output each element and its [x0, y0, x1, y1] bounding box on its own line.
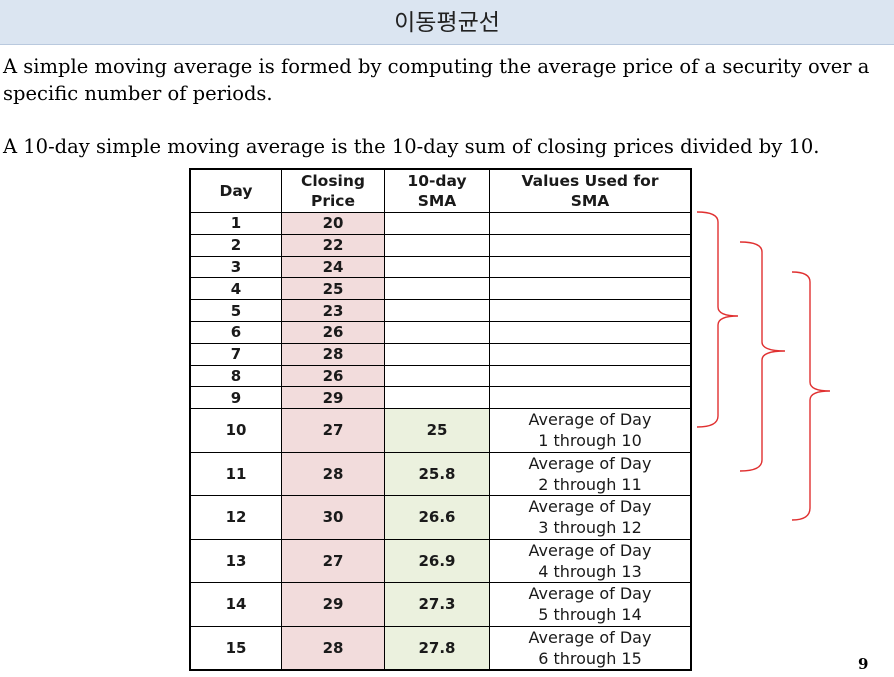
cell-sma: [384, 320, 490, 344]
cell-sma: [384, 386, 490, 410]
cell-sma: [384, 277, 490, 301]
table-row: 10 27 25 Average of Day 1 through 10: [189, 408, 692, 453]
cell-day: 15: [189, 625, 282, 671]
cell-day: 14: [189, 582, 282, 627]
cell-price: 28: [281, 342, 385, 366]
cell-day: 10: [189, 408, 282, 453]
cell-day: 3: [189, 255, 282, 279]
table-row: 11 28 25.8 Average of Day 2 through 11: [189, 451, 692, 497]
bracket-days-2-11: [739, 241, 786, 472]
cell-day: 6: [189, 320, 282, 344]
bracket-days-3-12: [791, 271, 831, 521]
cell-values: [489, 277, 692, 301]
cell-price: 24: [281, 255, 385, 279]
cell-day: 7: [189, 342, 282, 366]
cell-price: 20: [281, 212, 385, 235]
cell-price: 25: [281, 277, 385, 301]
table-row: 8 26: [189, 364, 692, 388]
cell-values: Average of Day 3 through 12: [489, 495, 692, 540]
cell-values: Average of Day 1 through 10: [489, 408, 692, 453]
cell-values: [489, 342, 692, 366]
table-header-row: Day Closing Price 10-day SMA Values Used…: [189, 168, 692, 213]
cell-sma: [384, 364, 490, 388]
cell-sma: [384, 342, 490, 366]
table-row: 1 20: [189, 212, 692, 235]
cell-sma: [384, 255, 490, 279]
cell-price: 26: [281, 320, 385, 344]
cell-day: 8: [189, 364, 282, 388]
cell-day: 12: [189, 495, 282, 540]
cell-values: Average of Day 2 through 11: [489, 451, 692, 497]
cell-price: 27: [281, 408, 385, 453]
cell-sma: [384, 212, 490, 235]
intro-paragraph: A simple moving average is formed by com…: [3, 55, 870, 105]
cell-price: 29: [281, 582, 385, 627]
cell-price: 29: [281, 386, 385, 410]
cell-day: 13: [189, 538, 282, 584]
cell-values: [489, 299, 692, 322]
cell-values: [489, 212, 692, 235]
cell-price: 22: [281, 233, 385, 257]
cell-sma: 25.8: [384, 451, 490, 497]
cell-price: 23: [281, 299, 385, 322]
cell-values: Average of Day 5 through 14: [489, 582, 692, 627]
cell-sma: [384, 299, 490, 322]
cell-sma: 26.9: [384, 538, 490, 584]
cell-values: [489, 320, 692, 344]
cell-values: Average of Day 6 through 15: [489, 625, 692, 671]
header-day: Day: [189, 168, 282, 213]
cell-day: 9: [189, 386, 282, 410]
slide-title: 이동평균선: [0, 0, 894, 45]
bracket-days-1-10: [696, 211, 739, 428]
table-row: 2 22: [189, 233, 692, 257]
cell-sma: 26.6: [384, 495, 490, 540]
cell-values: Average of Day 4 through 13: [489, 538, 692, 584]
header-sma: 10-day SMA: [384, 168, 490, 213]
table-row: 15 28 27.8 Average of Day 6 through 15: [189, 625, 692, 671]
cell-price: 28: [281, 451, 385, 497]
cell-values: [489, 364, 692, 388]
cell-sma: 25: [384, 408, 490, 453]
cell-price: 30: [281, 495, 385, 540]
cell-sma: 27.8: [384, 625, 490, 671]
cell-day: 2: [189, 233, 282, 257]
cell-price: 27: [281, 538, 385, 584]
cell-day: 1: [189, 212, 282, 235]
table-row: 14 29 27.3 Average of Day 5 through 14: [189, 582, 692, 627]
table-row: 13 27 26.9 Average of Day 4 through 13: [189, 538, 692, 584]
cell-values: [489, 233, 692, 257]
cell-price: 26: [281, 364, 385, 388]
cell-values: [489, 255, 692, 279]
table-row: 6 26: [189, 320, 692, 344]
table-row: 4 25: [189, 277, 692, 301]
page-number: 9: [858, 655, 869, 673]
cell-day: 5: [189, 299, 282, 322]
table-row: 7 28: [189, 342, 692, 366]
cell-day: 11: [189, 451, 282, 497]
sma-table: Day Closing Price 10-day SMA Values Used…: [189, 168, 692, 672]
cell-price: 28: [281, 625, 385, 671]
header-closing-price: Closing Price: [281, 168, 385, 213]
header-values-used: Values Used for SMA: [489, 168, 692, 213]
table-row: 3 24: [189, 255, 692, 279]
table-row: 9 29: [189, 386, 692, 410]
cell-sma: 27.3: [384, 582, 490, 627]
sma-definition-paragraph: A 10-day simple moving average is the 10…: [3, 135, 820, 158]
cell-values: [489, 386, 692, 410]
cell-sma: [384, 233, 490, 257]
table-row: 5 23: [189, 299, 692, 322]
table-row: 12 30 26.6 Average of Day 3 through 12: [189, 495, 692, 540]
cell-day: 4: [189, 277, 282, 301]
